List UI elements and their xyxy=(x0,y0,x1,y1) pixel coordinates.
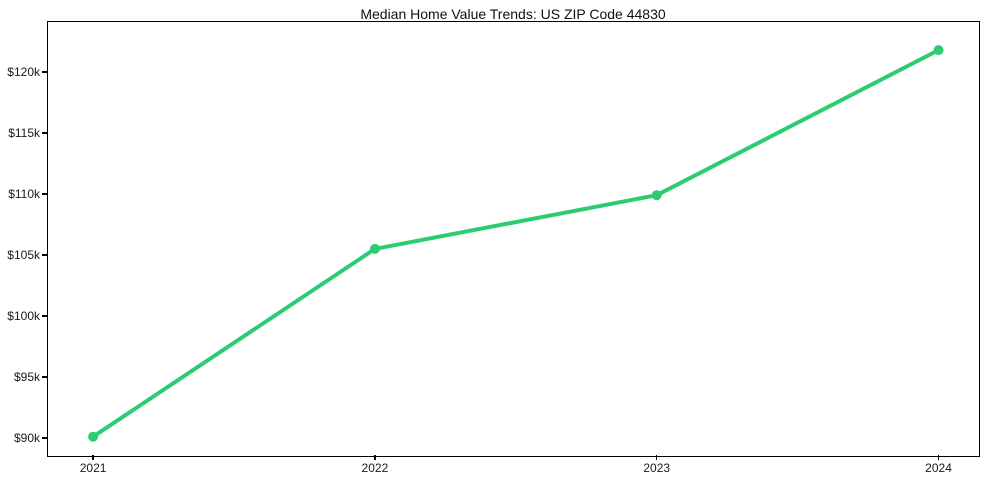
x-axis-tick-label: 2023 xyxy=(643,461,671,475)
trend-line xyxy=(91,48,941,439)
data-point-marker xyxy=(651,190,662,201)
chart-title: Median Home Value Trends: US ZIP Code 44… xyxy=(360,6,666,22)
x-axis-tick-label: 2024 xyxy=(925,461,952,475)
y-axis-tick-mark xyxy=(42,315,47,317)
line-chart-plot-area xyxy=(88,45,944,442)
y-axis-tick-mark xyxy=(42,376,47,378)
y-axis-tick-label: $105k xyxy=(7,247,40,262)
y-axis-tick-label: $90k xyxy=(13,430,40,445)
x-axis-tick-label: 2022 xyxy=(361,461,389,475)
y-axis-tick-mark xyxy=(42,71,47,73)
x-axis-tick-mark xyxy=(92,455,94,460)
plot-area-border xyxy=(46,20,980,457)
x-axis-tick-mark xyxy=(937,455,940,460)
y-axis-tick-label: $95k xyxy=(13,369,40,384)
y-axis-tick-mark xyxy=(42,193,47,195)
data-point-marker xyxy=(88,431,99,442)
x-axis-tick-mark xyxy=(374,455,376,460)
y-axis-tick-label: $115k xyxy=(8,125,40,140)
data-point-marker xyxy=(933,45,944,56)
y-axis-tick-mark xyxy=(42,437,47,439)
y-axis-tick-mark xyxy=(42,132,47,134)
y-axis-tick-mark xyxy=(42,254,47,256)
data-point-marker xyxy=(369,243,380,254)
y-axis-tick-label: $120k xyxy=(7,65,40,79)
x-axis-tick-label: 2021 xyxy=(79,461,107,475)
y-axis-tick-label: $100k xyxy=(7,308,40,323)
y-axis-tick-label: $110k xyxy=(8,186,40,201)
x-axis-tick-mark xyxy=(655,455,658,460)
